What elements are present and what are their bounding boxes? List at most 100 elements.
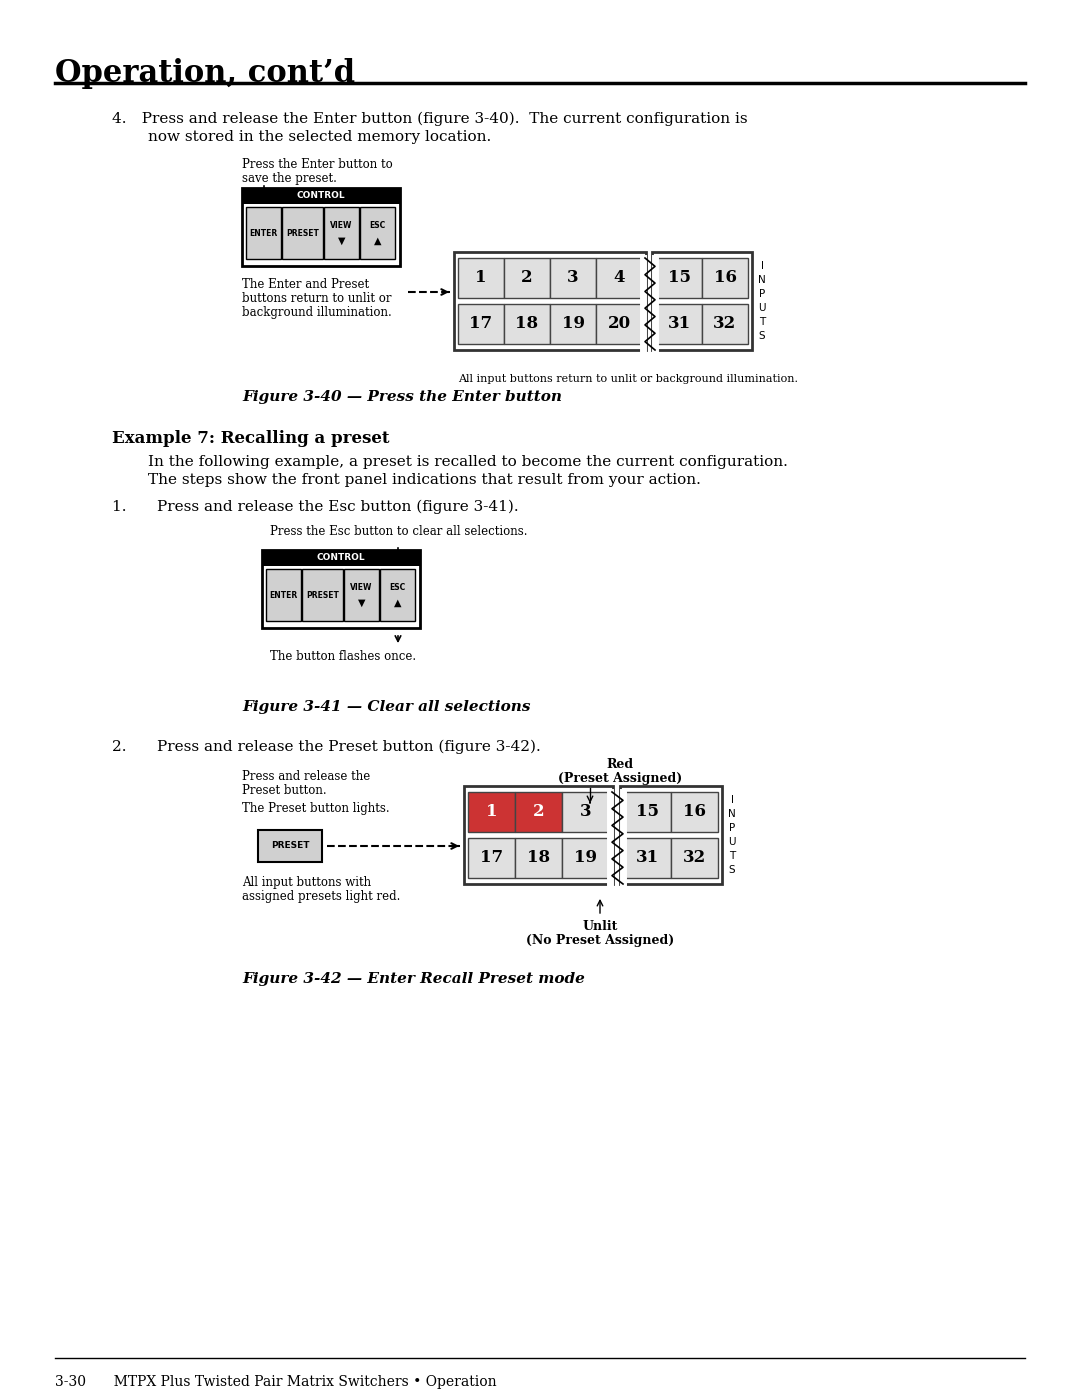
Bar	[671, 838, 718, 877]
Text: Figure 3-42 — Enter Recall Preset mode: Figure 3-42 — Enter Recall Preset mode	[242, 972, 585, 986]
Text: Press and release the: Press and release the	[242, 770, 370, 782]
Bar	[468, 792, 515, 833]
Text: 17: 17	[470, 316, 492, 332]
Text: 3: 3	[567, 270, 579, 286]
Text: 3: 3	[580, 803, 592, 820]
Text: (Preset Assigned): (Preset Assigned)	[558, 773, 683, 785]
Text: VIEW: VIEW	[350, 584, 373, 592]
Text: Figure 3-41 — Clear all selections: Figure 3-41 — Clear all selections	[242, 700, 530, 714]
Text: The Enter and Preset: The Enter and Preset	[242, 278, 369, 291]
Text: 18: 18	[527, 849, 550, 866]
Bar	[282, 207, 323, 258]
Text: 2.  Press and release the Preset button (figure 3-42).: 2. Press and release the Preset button (…	[112, 740, 541, 754]
Text: U: U	[728, 837, 735, 847]
Bar	[596, 258, 642, 298]
Text: ▼: ▼	[357, 598, 365, 608]
Text: now stored in the selected memory location.: now stored in the selected memory locati…	[148, 130, 491, 144]
Bar	[656, 305, 702, 344]
Text: ▼: ▼	[338, 236, 346, 246]
Bar	[624, 838, 671, 877]
Text: 15: 15	[636, 803, 659, 820]
Bar	[550, 305, 596, 344]
Text: Figure 3-40 — Press the Enter button: Figure 3-40 — Press the Enter button	[242, 390, 562, 404]
Text: N: N	[728, 809, 735, 819]
Text: save the preset.: save the preset.	[242, 172, 337, 184]
Bar	[262, 550, 420, 629]
Text: All input buttons with: All input buttons with	[242, 876, 372, 888]
Bar	[671, 792, 718, 833]
Bar	[345, 569, 379, 622]
Text: ESC: ESC	[369, 222, 386, 231]
Bar	[562, 838, 609, 877]
Bar	[515, 838, 562, 877]
Bar	[360, 207, 395, 258]
Text: U: U	[758, 303, 766, 313]
Text: 20: 20	[607, 316, 631, 332]
Text: All input buttons return to unlit or background illumination.: All input buttons return to unlit or bac…	[458, 374, 798, 384]
Text: 15: 15	[667, 270, 690, 286]
Text: background illumination.: background illumination.	[242, 306, 392, 319]
Text: 2: 2	[532, 803, 544, 820]
Bar	[380, 569, 415, 622]
Bar	[454, 251, 646, 351]
Text: P: P	[759, 289, 765, 299]
Text: 16: 16	[714, 270, 737, 286]
Text: ▲: ▲	[374, 236, 381, 246]
Bar	[242, 189, 400, 265]
Text: 32: 32	[714, 316, 737, 332]
Text: 2: 2	[522, 270, 532, 286]
Bar	[464, 787, 613, 884]
Text: 16: 16	[683, 803, 706, 820]
Bar	[458, 305, 504, 344]
Text: Press the Enter button to: Press the Enter button to	[242, 158, 393, 170]
Text: VIEW: VIEW	[330, 222, 353, 231]
Bar	[562, 792, 609, 833]
Text: T: T	[759, 317, 765, 327]
Text: N: N	[758, 275, 766, 285]
Text: T: T	[729, 851, 735, 861]
Bar	[702, 305, 748, 344]
Bar	[246, 207, 281, 258]
Bar	[550, 258, 596, 298]
Text: 4. Press and release the Enter button (figure 3-40).  The current configuration : 4. Press and release the Enter button (f…	[112, 112, 747, 126]
Text: 19: 19	[573, 849, 597, 866]
Bar	[652, 251, 752, 351]
Bar	[702, 258, 748, 298]
Text: 1: 1	[486, 803, 497, 820]
Text: I: I	[730, 795, 733, 805]
Text: The steps show the front panel indications that result from your action.: The steps show the front panel indicatio…	[148, 474, 701, 488]
Text: 32: 32	[683, 849, 706, 866]
Text: 1: 1	[475, 270, 487, 286]
Text: I: I	[760, 261, 764, 271]
Text: (No Preset Assigned): (No Preset Assigned)	[526, 935, 674, 947]
Text: 19: 19	[562, 316, 584, 332]
Text: The Preset button lights.: The Preset button lights.	[242, 802, 390, 814]
Bar	[302, 569, 343, 622]
Bar	[504, 258, 550, 298]
Text: 3-30  MTPX Plus Twisted Pair Matrix Switchers • Operation: 3-30 MTPX Plus Twisted Pair Matrix Switc…	[55, 1375, 497, 1389]
Text: assigned presets light red.: assigned presets light red.	[242, 890, 401, 902]
Text: buttons return to unlit or: buttons return to unlit or	[242, 292, 391, 305]
Bar	[258, 830, 322, 862]
Text: 17: 17	[480, 849, 503, 866]
Bar	[242, 189, 400, 204]
Text: PRESET: PRESET	[271, 841, 309, 851]
Bar	[515, 792, 562, 833]
Text: The button flashes once.: The button flashes once.	[270, 650, 416, 664]
Text: 18: 18	[515, 316, 539, 332]
Text: 1.  Press and release the Esc button (figure 3-41).: 1. Press and release the Esc button (fig…	[112, 500, 518, 514]
Text: ENTER: ENTER	[269, 591, 298, 599]
Bar	[624, 792, 671, 833]
Bar	[324, 207, 359, 258]
Text: ESC: ESC	[390, 584, 406, 592]
Text: Preset button.: Preset button.	[242, 784, 326, 798]
Bar	[266, 569, 301, 622]
Text: ▲: ▲	[394, 598, 402, 608]
Text: Press the Esc button to clear all selections.: Press the Esc button to clear all select…	[270, 525, 527, 538]
Text: Example 7: Recalling a preset: Example 7: Recalling a preset	[112, 430, 390, 447]
Bar	[468, 838, 515, 877]
Text: In the following example, a preset is recalled to become the current configurati: In the following example, a preset is re…	[148, 455, 788, 469]
Text: 4: 4	[613, 270, 624, 286]
Text: Unlit: Unlit	[582, 921, 618, 933]
Bar	[596, 305, 642, 344]
